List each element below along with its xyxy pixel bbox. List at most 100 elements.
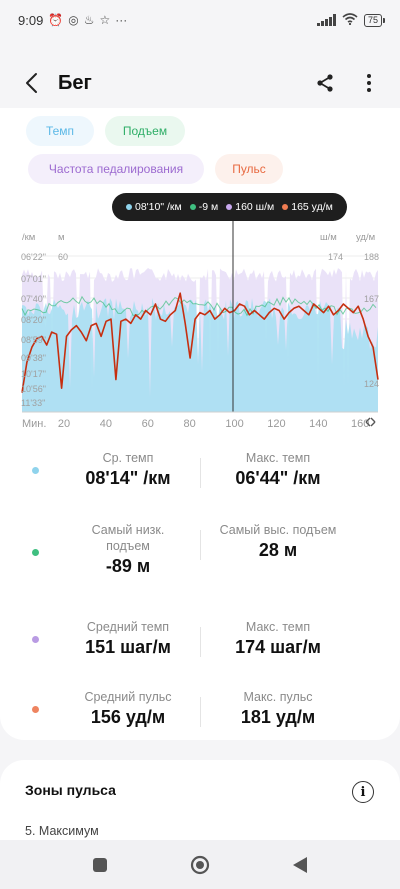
pace-tick: 10'17" xyxy=(21,369,46,379)
stat-row-heart-rate: Средний пульс 156 уд/м Макс. пульс 181 у… xyxy=(0,689,400,740)
signal-icon xyxy=(316,14,336,26)
pace-tick: 09'38" xyxy=(21,353,46,363)
right-unit-hr: уд/м xyxy=(356,232,375,243)
triangle-back-icon xyxy=(293,856,307,873)
stat-label: Средний темп xyxy=(86,620,170,634)
divider xyxy=(200,627,201,657)
zones-title: Зоны пульса xyxy=(25,782,116,798)
stat-row-elevation: Самый низк. подъем -89 м Самый выс. подъ… xyxy=(0,522,400,592)
left-unit-pace: /км xyxy=(22,232,35,243)
share-icon xyxy=(317,74,333,92)
recents-button[interactable] xyxy=(85,850,115,880)
x-tick-label: 80 xyxy=(184,418,196,430)
right-unit-cadence: ш/м xyxy=(320,232,337,243)
stat-value: 28 м xyxy=(258,540,298,560)
x-tick-label: 160 xyxy=(351,418,369,430)
x-tick-label: 20 xyxy=(58,418,70,430)
x-tick-label: 140 xyxy=(309,418,327,430)
left-unit-elevation: м xyxy=(58,232,65,243)
stat-avg-heart-rate: Средний пульс 156 уд/м xyxy=(53,689,203,728)
square-icon xyxy=(93,857,107,872)
system-nav-bar xyxy=(0,840,400,889)
more-notifications-icon: ··· xyxy=(115,13,128,27)
back-nav-button[interactable] xyxy=(285,850,315,880)
more-vertical-icon xyxy=(367,74,371,92)
status-bar: 9:09 ⏰ ◎ ♨ ☆ ··· 75 xyxy=(0,0,400,40)
chip-pace[interactable]: Темп xyxy=(26,116,94,146)
stat-label: Макс. темп xyxy=(245,451,311,465)
pace-tick: 07'01" xyxy=(21,274,46,284)
pace-tick: 10'56" xyxy=(21,384,46,394)
heart-rate-series xyxy=(21,292,379,393)
tooltip-elevation: -9 м xyxy=(198,201,219,213)
page-title: Бег xyxy=(58,71,92,94)
more-options-button[interactable] xyxy=(354,68,384,98)
cadence-dot-icon xyxy=(226,204,233,210)
stat-max-pace: Макс. темп 06'44" /км xyxy=(203,450,353,489)
share-button[interactable] xyxy=(310,68,340,98)
heart-rate-dot-icon xyxy=(282,204,289,210)
hr-tick: 124 xyxy=(364,379,379,389)
notification-icon: ♨ xyxy=(83,13,95,27)
stat-max-elevation: Самый выс. подъем 28 м xyxy=(203,522,353,561)
stat-row-pace: Ср. темп 08'14" /км Макс. темп 06'44" /к… xyxy=(0,450,400,520)
stat-value: 156 уд/м xyxy=(90,707,166,727)
stat-label: Средний пульс xyxy=(84,690,172,704)
home-circle-icon xyxy=(190,855,210,874)
stat-value: 08'14" /км xyxy=(85,468,171,488)
stat-value: 181 уд/м xyxy=(240,707,316,727)
divider xyxy=(200,458,201,488)
pace-dot-icon xyxy=(126,204,132,210)
chip-cadence[interactable]: Частота педалирования xyxy=(28,154,204,184)
home-button[interactable] xyxy=(185,850,215,880)
x-ticks: 20 40 60 80 100 120 140 160 xyxy=(58,418,370,430)
workout-chart[interactable]: /км м ш/м уд/м 06'22" 60 07'01" 07'40" 0… xyxy=(0,190,400,440)
heart-rate-dot-icon xyxy=(32,706,39,713)
cadence-dot-icon xyxy=(32,636,39,643)
battery-icon: 75 xyxy=(363,13,386,27)
workout-card: Темп Подъем Частота педалирования Пульс … xyxy=(0,108,400,740)
chart-tooltip: 08'10" /км -9 м 160 ш/м 165 уд/м xyxy=(112,193,347,221)
app-header: Бег xyxy=(0,58,400,108)
pace-tick: 08'20" xyxy=(21,315,46,325)
cadence-tick: 174 xyxy=(328,252,343,262)
stat-label: Самый низк. подъем xyxy=(91,523,165,553)
pace-tick: 06'22" xyxy=(21,252,46,262)
x-tick-label: 120 xyxy=(267,418,285,430)
stat-label: Макс. темп xyxy=(245,620,311,634)
divider xyxy=(200,530,201,560)
stat-label: Самый выс. подъем xyxy=(219,523,337,537)
hr-tick: 167 xyxy=(364,294,379,304)
stat-value: -89 м xyxy=(105,556,151,576)
divider xyxy=(200,697,201,727)
chip-heart-rate[interactable]: Пульс xyxy=(215,154,283,184)
stat-max-cadence: Макс. темп 174 шаг/м xyxy=(203,619,353,658)
tooltip-heart-rate: 165 уд/м xyxy=(291,201,333,213)
tooltip-cadence: 160 ш/м xyxy=(235,201,275,213)
chevron-left-icon xyxy=(26,73,37,93)
stat-avg-pace: Ср. темп 08'14" /км xyxy=(53,450,203,489)
x-tick-label: 60 xyxy=(142,418,154,430)
info-icon[interactable]: i xyxy=(352,781,374,803)
stat-value: 151 шаг/м xyxy=(85,637,171,657)
star-icon: ☆ xyxy=(99,13,111,27)
alarm-icon: ⏰ xyxy=(48,13,64,27)
stat-row-cadence: Средний темп 151 шаг/м Макс. темп 174 ша… xyxy=(0,619,400,689)
elevation-dot-icon xyxy=(32,549,39,556)
elevation-tick: 60 xyxy=(58,252,68,262)
pace-tick: 11'33" xyxy=(21,398,45,408)
back-button[interactable] xyxy=(16,67,48,99)
fullscreen-icon[interactable] xyxy=(364,416,377,428)
elevation-dot-icon xyxy=(189,204,196,210)
pace-tick: 07'40" xyxy=(21,294,46,304)
stat-max-heart-rate: Макс. пульс 181 уд/м xyxy=(203,689,353,728)
chip-elevation[interactable]: Подъем xyxy=(105,116,185,146)
pace-dot-icon xyxy=(32,467,39,474)
stat-avg-cadence: Средний темп 151 шаг/м xyxy=(53,619,203,658)
tooltip-pace: 08'10" /км xyxy=(135,201,182,213)
status-time: 9:09 xyxy=(18,12,44,28)
stat-label: Макс. пульс xyxy=(243,690,313,704)
wifi-icon xyxy=(342,12,358,28)
pace-tick: 08'59" xyxy=(21,335,46,345)
stat-label: Ср. темп xyxy=(102,451,154,465)
